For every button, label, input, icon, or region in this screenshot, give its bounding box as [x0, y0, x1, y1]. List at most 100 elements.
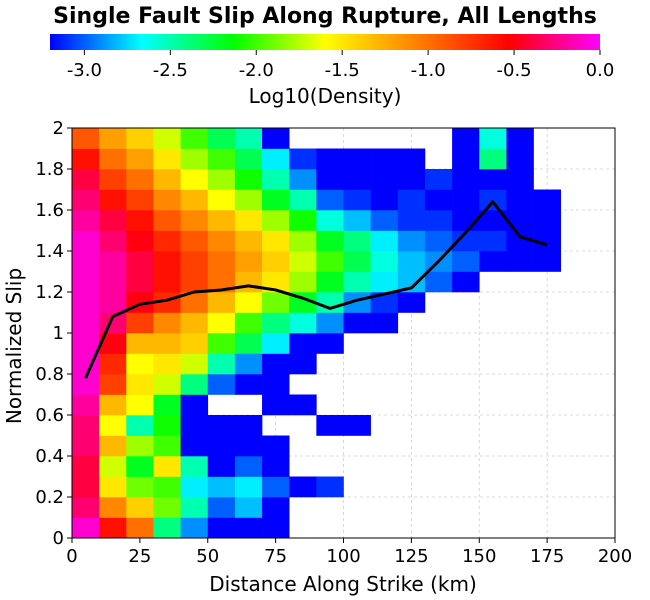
heatmap-cell: [262, 189, 290, 211]
x-tick-label: 125: [394, 546, 428, 567]
heatmap-cell: [207, 415, 236, 436]
heatmap-cell: [72, 394, 100, 416]
heatmap-cell: [126, 435, 154, 457]
heatmap-cell: [234, 128, 263, 149]
colorbar-tick-label: -2.5: [153, 60, 188, 81]
heatmap-cell: [316, 415, 344, 436]
y-tick-label: 1.8: [35, 159, 64, 180]
heatmap-cell: [533, 189, 561, 211]
heatmap-cell: [180, 271, 209, 293]
heatmap-cell: [180, 374, 209, 395]
heatmap-cell: [207, 128, 236, 149]
heatmap-cell: [262, 312, 290, 334]
heatmap-cell: [207, 353, 236, 375]
heatmap-cell: [153, 210, 181, 231]
y-tick-label: 0.4: [35, 446, 64, 467]
heatmap-cell: [126, 189, 154, 211]
heatmap-cell: [207, 374, 236, 395]
heatmap-cell: [180, 415, 209, 436]
heatmap-cell: [126, 312, 154, 334]
heatmap-cell: [72, 435, 100, 457]
heatmap-cell: [234, 271, 263, 293]
heatmap-cell: [316, 169, 344, 190]
y-tick-label: 1: [53, 323, 64, 344]
heatmap-cell: [126, 415, 154, 436]
heatmap-cell: [262, 230, 290, 252]
heatmap-cell: [126, 169, 154, 190]
heatmap-cell: [207, 476, 236, 498]
heatmap-cell: [180, 333, 209, 354]
heatmap-cell: [126, 271, 154, 293]
x-axis-label: Distance Along Strike (km): [209, 572, 477, 596]
heatmap-cell: [72, 230, 100, 252]
heatmap-cell: [99, 271, 127, 293]
heatmap-cell: [180, 251, 209, 272]
heatmap-cell: [99, 435, 127, 457]
heatmap-cell: [180, 476, 209, 498]
heatmap-cell: [424, 189, 453, 211]
heatmap-cell: [397, 148, 426, 170]
heatmap-cell: [153, 230, 181, 252]
heatmap-cell: [180, 169, 209, 190]
heatmap-cell: [262, 169, 290, 190]
heatmap-cell: [289, 230, 317, 252]
heatmap-cell: [99, 394, 127, 416]
heatmap-cell: [126, 353, 154, 375]
heatmap-cell: [343, 169, 371, 190]
heatmap-cell: [316, 148, 344, 170]
heatmap-cell: [343, 230, 371, 252]
y-tick-label: 1.4: [35, 241, 64, 262]
heatmap-cell: [207, 292, 236, 313]
heatmap-cell: [99, 497, 127, 518]
heatmap-cell: [72, 128, 100, 149]
x-tick-label: 75: [264, 546, 287, 567]
heatmap-cell: [234, 497, 263, 518]
heatmap-cell: [153, 271, 181, 293]
y-tick-label: 0.2: [35, 487, 64, 508]
heatmap-cell: [262, 148, 290, 170]
heatmap-cell: [153, 169, 181, 190]
heatmap-cell: [99, 415, 127, 436]
heatmap-cell: [397, 271, 426, 293]
heatmap-cell: [72, 456, 100, 477]
heatmap-cell: [316, 476, 344, 498]
heatmap-cell: [506, 210, 534, 231]
heatmap-cell: [289, 312, 317, 334]
heatmap-cell: [234, 169, 263, 190]
heatmap-cell: [316, 271, 344, 293]
heatmap-cell: [424, 230, 453, 252]
heatmap-cell: [234, 517, 263, 539]
heatmap-cell: [126, 497, 154, 518]
x-tick-label: 50: [196, 546, 219, 567]
y-tick-label: 0.6: [35, 405, 64, 426]
heatmap-cell: [452, 230, 480, 252]
colorbar-tick-label: -1.0: [411, 60, 446, 81]
heatmap-cell: [234, 292, 263, 313]
heatmap-cell: [234, 312, 263, 334]
axes: 0 25 50 75 100 125 150 175 200 0 0.2 0.4 0.6 0.8 1 1.2 1…: [35, 118, 632, 567]
y-tick-label: 2: [53, 118, 64, 139]
heatmap-cell: [234, 476, 263, 498]
heatmap-cell: [289, 333, 317, 354]
heatmap-cell: [72, 148, 100, 170]
heatmap-cell: [126, 148, 154, 170]
heatmap-cell: [207, 271, 236, 293]
heatmap-cell: [126, 476, 154, 498]
heatmap-cell: [99, 210, 127, 231]
heatmap-cell: [126, 333, 154, 354]
heatmap-cell: [262, 394, 290, 416]
heatmap-cell: [506, 128, 534, 149]
heatmap-cell: [180, 189, 209, 211]
heatmap-cell: [180, 312, 209, 334]
heatmap-cell: [316, 333, 344, 354]
heatmap-cell: [234, 148, 263, 170]
heatmap-cell: [370, 210, 399, 231]
heatmap-cell: [207, 497, 236, 518]
heatmap-cell: [153, 415, 181, 436]
heatmap-cell: [153, 312, 181, 334]
heatmap-cell: [180, 353, 209, 375]
heatmap-cell: [153, 374, 181, 395]
heatmap-cell: [370, 148, 399, 170]
heatmap-cell: [72, 251, 100, 272]
heatmap-cell: [180, 394, 209, 416]
